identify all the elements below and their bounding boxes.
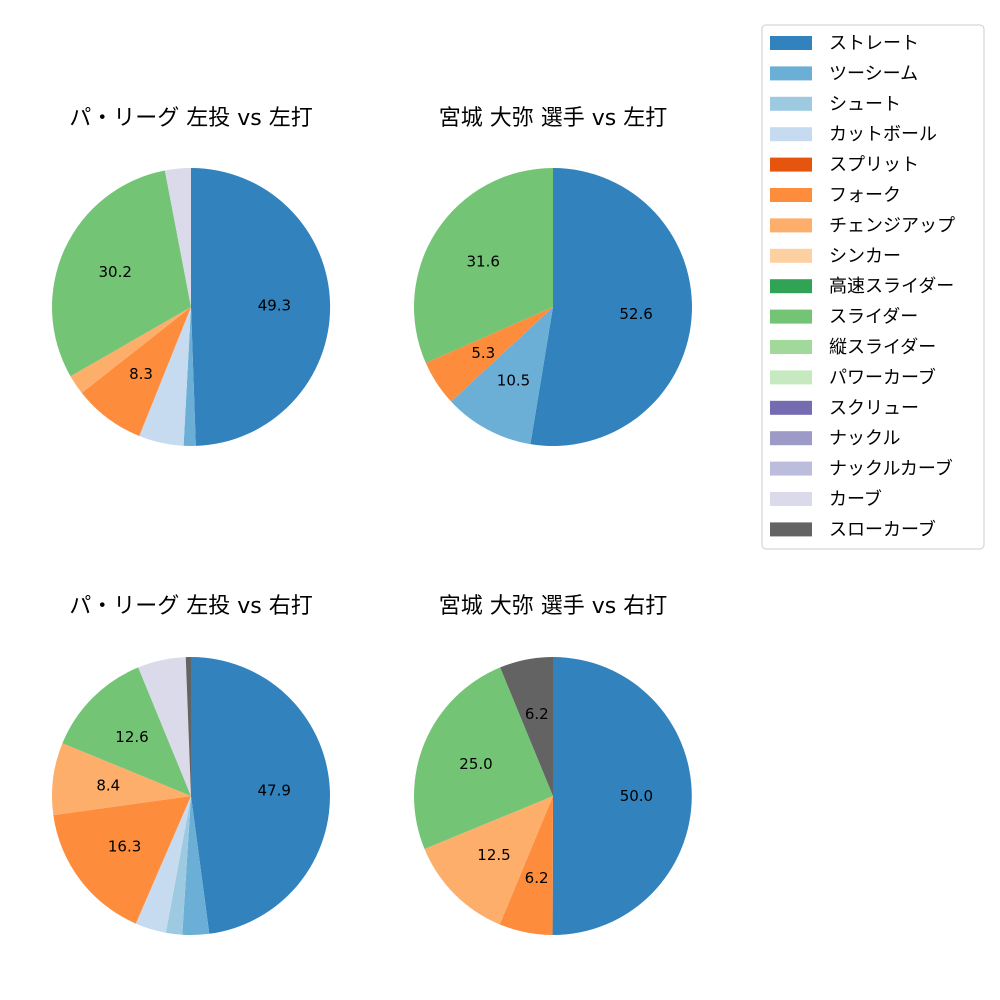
legend-label: スクリュー xyxy=(829,398,919,419)
legend-swatch xyxy=(770,248,812,263)
pie-slice-1 xyxy=(552,657,692,936)
legend-label: 高速スライダー xyxy=(829,276,954,297)
pie-slice-3 xyxy=(425,307,553,402)
pie-slice-5 xyxy=(53,796,191,924)
legend-label: ナックル xyxy=(829,428,900,449)
pie-chart-miyagi-vs-right: 宮城 大弥 選手 vs 右打 50.0 6.2 12.5 25.0 6.2 xyxy=(414,594,692,936)
slice-percent-label: 16.3 xyxy=(108,838,141,856)
pie-slice-4 xyxy=(414,168,553,363)
pie-chart-league-vs-left: パ・リーグ 左投 vs 左打 49.3 8.3 30.2 xyxy=(52,106,331,447)
pie-slice-2 xyxy=(183,307,196,447)
pie-slice-2 xyxy=(451,307,553,445)
slice-percent-label: 25.0 xyxy=(459,755,492,773)
legend-label: ツーシーム xyxy=(829,63,918,84)
pie-slice-4 xyxy=(135,796,191,933)
pie-slice-5 xyxy=(70,307,191,393)
pie-title: 宮城 大弥 選手 vs 左打 xyxy=(439,106,667,131)
pie-slice-3 xyxy=(165,796,191,935)
legend-swatch xyxy=(770,279,812,294)
legend-label: ナックルカーブ xyxy=(829,458,953,480)
legend-label: スライダー xyxy=(829,307,918,328)
pie-slice-1 xyxy=(191,167,331,446)
pie-slice-7 xyxy=(62,667,191,796)
pie-title: パ・リーグ 左投 vs 左打 xyxy=(69,106,312,131)
slice-percent-label: 52.6 xyxy=(619,305,652,323)
pie-slice-2 xyxy=(499,796,553,935)
legend-label: チェンジアップ xyxy=(829,215,955,236)
slice-percent-label: 6.2 xyxy=(525,705,549,723)
pie-slice-2 xyxy=(182,796,210,936)
pie-slice-6 xyxy=(52,170,191,377)
legend-swatch xyxy=(770,66,812,81)
pie-slice-8 xyxy=(138,657,191,796)
legend-label: 縦スライダー xyxy=(829,337,936,358)
legend-swatch xyxy=(770,127,812,142)
legend-swatch xyxy=(770,309,812,324)
pie-title: 宮城 大弥 選手 vs 右打 xyxy=(439,594,667,619)
legend-swatch xyxy=(770,370,812,385)
legend-swatch xyxy=(770,36,812,50)
slice-labels: 50.0 6.2 12.5 25.0 6.2 xyxy=(459,705,653,887)
slice-percent-label: 8.3 xyxy=(129,365,153,383)
slice-labels: 49.3 8.3 30.2 xyxy=(98,263,291,383)
legend-label: シュート xyxy=(829,94,901,115)
slice-percent-label: 47.9 xyxy=(257,782,290,800)
slice-percent-label: 12.6 xyxy=(115,728,148,746)
pie-slice-1 xyxy=(191,657,330,934)
pie-slice-3 xyxy=(424,796,553,925)
legend-swatch xyxy=(770,188,812,202)
pie-slice-9 xyxy=(185,657,191,796)
legend-swatch xyxy=(770,157,812,172)
legend-label: フォーク xyxy=(829,185,901,206)
legend-label: パワーカーブ xyxy=(829,366,936,388)
legend-swatch xyxy=(770,340,812,354)
legend-swatch xyxy=(770,400,812,415)
pie-chart-league-vs-right: パ・リーグ 左投 vs 右打 47.9 16.3 8.4 12.6 xyxy=(52,594,330,936)
legend-swatch xyxy=(770,522,812,537)
legend-label: ストレート xyxy=(829,33,919,54)
pie-slice-6 xyxy=(52,743,191,816)
pie-title: パ・リーグ 左投 vs 右打 xyxy=(69,594,312,619)
slice-percent-label: 8.4 xyxy=(96,777,120,795)
pie-slice-7 xyxy=(164,168,191,307)
legend-swatch xyxy=(770,431,812,446)
slice-percent-label: 6.2 xyxy=(525,869,549,887)
pie-slice-3 xyxy=(139,307,191,446)
slice-labels: 52.6 10.55.3 31.6 xyxy=(466,252,652,389)
legend-label: カーブ xyxy=(829,488,882,510)
legend-label: スプリット xyxy=(829,155,919,176)
slice-percent-label: 50.0 xyxy=(620,787,653,805)
pie-slice-4 xyxy=(81,307,191,437)
slice-percent-label: 31.6 xyxy=(466,252,499,270)
legend-swatch xyxy=(770,461,812,476)
pie-slice-4 xyxy=(414,667,553,850)
pie-slice-1 xyxy=(530,168,692,446)
legend: ストレートツーシームシュートカットボールスプリットフォークチェンジアップシンカー… xyxy=(761,24,985,550)
legend-swatch xyxy=(770,492,812,506)
slice-percent-label: 5.3 xyxy=(471,344,495,362)
legend-label: スローカーブ xyxy=(829,518,936,540)
legend-label: カットボール xyxy=(829,124,937,145)
pie-slice-5 xyxy=(500,657,553,796)
legend-frame xyxy=(761,24,985,550)
slice-percent-label: 12.5 xyxy=(477,846,510,864)
legend-swatch xyxy=(770,218,812,233)
pie-chart-miyagi-vs-left: 宮城 大弥 選手 vs 左打 52.6 10.55.3 31.6 xyxy=(414,106,692,446)
slice-percent-label: 10.5 xyxy=(497,372,530,390)
legend-label: シンカー xyxy=(829,246,901,267)
slice-percent-label: 30.2 xyxy=(98,263,131,281)
slice-labels: 47.9 16.3 8.4 12.6 xyxy=(96,728,291,856)
slice-percent-label: 49.3 xyxy=(258,297,291,315)
legend-swatch xyxy=(770,96,812,111)
